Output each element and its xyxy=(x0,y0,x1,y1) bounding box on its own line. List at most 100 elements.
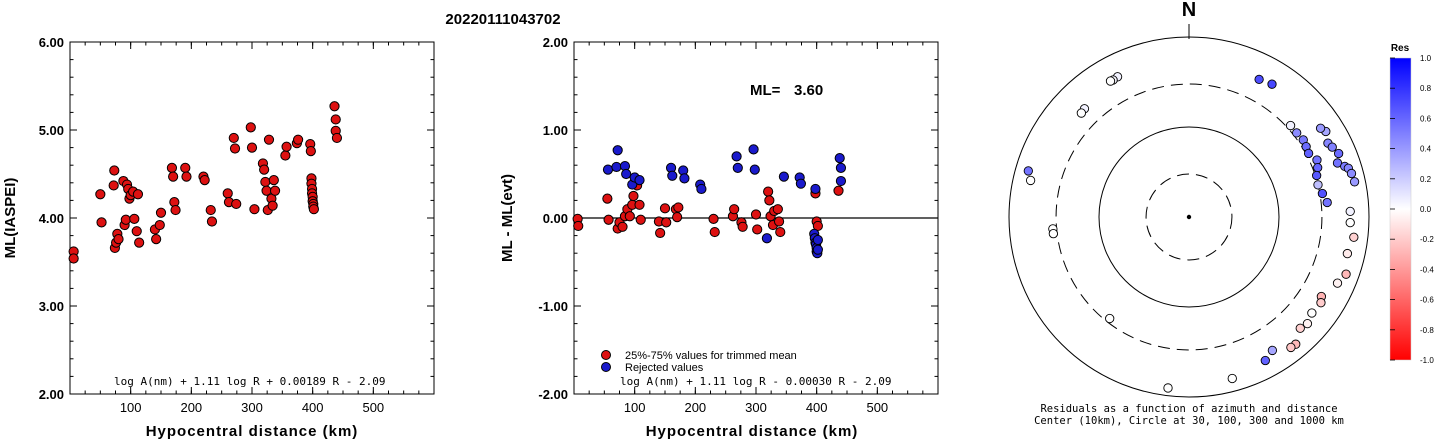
data-point xyxy=(120,214,131,225)
data-point xyxy=(752,224,763,235)
data-point xyxy=(181,171,192,182)
station-point xyxy=(1315,123,1326,133)
colorbar-ticks: 1.0 0.8 0.6 0.4 0.2 0.0 -0.2 -0.4 -0.6 -0.8 -1.0 xyxy=(1390,54,1434,365)
station-point xyxy=(1025,175,1036,186)
station-point xyxy=(1345,206,1355,217)
data-point xyxy=(96,217,107,228)
data-point xyxy=(834,153,845,164)
ring-100km xyxy=(1098,126,1280,308)
station-point xyxy=(1322,197,1332,208)
data-point xyxy=(151,234,162,245)
data-point xyxy=(131,226,142,237)
station-point xyxy=(1345,217,1355,228)
station-point xyxy=(1316,298,1326,308)
data-point xyxy=(775,226,786,238)
colorbar-tick-label: 1.0 xyxy=(1420,54,1432,63)
data-point xyxy=(180,162,191,173)
station-point xyxy=(1163,383,1173,393)
station-points xyxy=(1023,72,1360,393)
station-point xyxy=(1327,142,1337,152)
data-point xyxy=(795,178,806,189)
data-point xyxy=(113,234,124,245)
ml-label: ML= xyxy=(750,82,781,99)
data-point xyxy=(132,189,144,200)
legend-label-rejected: Rejected values xyxy=(625,362,704,374)
data-point xyxy=(731,151,742,162)
y-tick-label: 0.00 xyxy=(543,211,568,226)
data-point xyxy=(655,227,666,239)
colorbar-tick-label: -0.8 xyxy=(1420,326,1434,335)
data-point xyxy=(812,244,823,255)
station-point xyxy=(1023,166,1033,176)
data-point xyxy=(772,204,783,215)
data-point xyxy=(305,146,316,157)
x-tick-label: 400 xyxy=(806,400,828,415)
data-point xyxy=(617,221,628,232)
data-point xyxy=(750,209,762,220)
data-point xyxy=(635,214,646,225)
x-axis-label: Hypocentral distance (km) xyxy=(646,423,859,440)
x-tick-label: 300 xyxy=(241,400,263,415)
figure-title: 20220111043702 xyxy=(445,11,560,28)
station-point xyxy=(1227,373,1237,384)
data-point xyxy=(661,217,672,228)
data-point xyxy=(154,219,165,231)
formula-annotation: log A(nm) + 1.11 log R + 0.00189 R - 2.0… xyxy=(114,375,386,388)
station-point xyxy=(1286,342,1296,353)
station-point xyxy=(1267,345,1278,356)
data-point xyxy=(245,122,256,133)
colorbar-tick-label: 0.8 xyxy=(1420,84,1432,93)
data-point xyxy=(246,142,258,153)
data-point xyxy=(679,173,690,184)
data-point xyxy=(155,207,167,218)
data-point xyxy=(263,134,275,145)
formula-annotation: log A(nm) + 1.11 log R - 0.00030 R - 2.0… xyxy=(620,375,892,388)
data-point xyxy=(206,216,218,227)
data-point xyxy=(205,204,216,216)
data-point xyxy=(170,204,181,216)
data-points xyxy=(68,101,343,264)
data-point xyxy=(778,171,790,182)
station-point xyxy=(1076,108,1087,118)
data-point xyxy=(281,141,292,152)
station-point xyxy=(1332,278,1343,288)
station-point xyxy=(1349,232,1359,242)
data-point xyxy=(573,220,584,232)
data-point xyxy=(260,176,271,188)
x-axis-label: Hypocentral distance (km) xyxy=(146,423,359,440)
colorbar-tick-label: -0.6 xyxy=(1420,296,1434,305)
station-point xyxy=(1267,79,1277,89)
data-point xyxy=(773,216,785,227)
y-tick-label: 1.00 xyxy=(543,123,568,138)
data-point xyxy=(267,200,278,211)
y-tick-label: 2.00 xyxy=(543,35,568,50)
station-point xyxy=(1317,188,1328,199)
data-point xyxy=(761,233,773,244)
station-point xyxy=(1342,248,1353,259)
data-point xyxy=(603,214,614,225)
station-point xyxy=(1313,180,1323,190)
data-point xyxy=(231,198,242,210)
station-point xyxy=(1292,128,1302,138)
data-point xyxy=(764,195,775,206)
data-point xyxy=(732,162,743,173)
data-point xyxy=(199,175,210,186)
y-tick-label: 6.00 xyxy=(39,35,64,50)
axis-ticks: 2.00 3.00 4.00 5.00 6.00 100 200 300 400 500 xyxy=(39,35,435,415)
colorbar-tick-label: -0.4 xyxy=(1420,265,1434,274)
data-point xyxy=(835,175,847,187)
data-point xyxy=(269,185,281,196)
station-point xyxy=(1341,269,1351,279)
ml-value: 3.60 xyxy=(794,82,823,99)
data-point xyxy=(228,132,239,144)
data-point xyxy=(602,164,614,175)
data-point xyxy=(763,186,774,197)
station-point xyxy=(1048,229,1059,239)
x-tick-label: 200 xyxy=(684,400,706,415)
y-tick-label: 4.00 xyxy=(39,211,64,226)
x-tick-label: 200 xyxy=(180,400,202,415)
data-point xyxy=(628,190,639,202)
data-point xyxy=(293,134,304,145)
data-point xyxy=(602,193,613,204)
station-point xyxy=(1333,148,1344,159)
